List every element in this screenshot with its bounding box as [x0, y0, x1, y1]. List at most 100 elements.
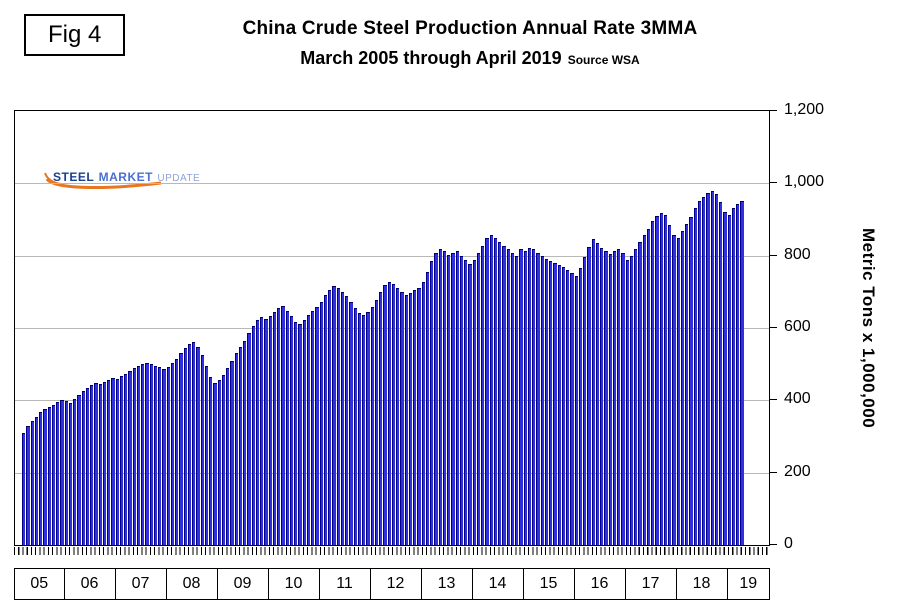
bar [404, 294, 408, 545]
year-label: 17 [641, 575, 660, 592]
year-label: 13 [437, 575, 456, 592]
bar [472, 260, 476, 545]
year-cell: 11 [320, 569, 371, 599]
y-tick-label: 1,000 [784, 173, 825, 191]
bar [663, 215, 668, 545]
bar [366, 311, 370, 545]
bar [149, 364, 153, 545]
bar [323, 295, 328, 545]
gridline [15, 183, 769, 185]
year-cell: 12 [371, 569, 422, 599]
bar [464, 260, 468, 545]
bar [158, 367, 162, 545]
bar [213, 382, 217, 545]
bar [119, 376, 124, 545]
bar [68, 403, 73, 545]
bar [566, 270, 570, 545]
bar [204, 365, 209, 545]
bar [459, 255, 464, 545]
year-cell: 05 [15, 569, 65, 599]
bar [357, 312, 362, 545]
bar [642, 234, 646, 545]
bar [353, 308, 357, 545]
bar [668, 224, 672, 545]
chart-title-block: China Crude Steel Production Annual Rate… [90, 18, 850, 69]
year-cell: 14 [473, 569, 524, 599]
logo-word-market: MARKET [98, 170, 153, 184]
bar [608, 253, 612, 545]
fig-label-box: Fig 4 [24, 14, 126, 56]
bar [30, 421, 34, 545]
year-label: 12 [386, 575, 405, 592]
bar [740, 200, 744, 545]
bar [226, 367, 230, 545]
bar [447, 254, 451, 545]
bar [600, 247, 604, 545]
bar [714, 194, 719, 545]
bar [540, 255, 544, 545]
bar [98, 384, 102, 545]
bar [489, 234, 493, 545]
bar [251, 326, 255, 545]
bar [532, 249, 536, 545]
year-label: 10 [284, 575, 303, 592]
bar [311, 310, 315, 545]
bar [527, 247, 532, 545]
bar [136, 365, 141, 545]
bar [90, 385, 94, 545]
bar [676, 238, 680, 545]
bar [451, 252, 455, 545]
y-tick-mark [770, 399, 777, 401]
bar [264, 318, 268, 545]
bar [515, 256, 519, 545]
bar [85, 387, 90, 545]
bar [421, 281, 425, 545]
bar [166, 367, 170, 545]
bar [408, 292, 413, 545]
bar [655, 215, 659, 545]
bar [455, 251, 459, 545]
bar [260, 317, 264, 545]
bar [387, 281, 391, 545]
bar [255, 320, 260, 545]
bar [362, 314, 366, 545]
year-cell: 07 [116, 569, 167, 599]
year-label: 15 [539, 575, 558, 592]
x-axis-month-ticks [14, 547, 770, 555]
bar [345, 296, 349, 545]
bar [34, 416, 39, 545]
bar [625, 260, 629, 545]
bar [102, 382, 107, 545]
bar [107, 380, 111, 545]
bar [591, 239, 595, 545]
bar [519, 249, 523, 545]
bar [570, 273, 574, 545]
bar [438, 249, 442, 545]
bar [621, 252, 625, 545]
bar [43, 409, 47, 545]
bar [417, 287, 421, 545]
chart-subtitle-line: March 2005 through April 2019 Source WSA [90, 48, 850, 69]
bar [736, 204, 740, 545]
y-tick-label: 200 [784, 462, 811, 480]
bar [179, 353, 183, 545]
bar [502, 245, 506, 545]
bar [396, 287, 400, 545]
bar [272, 311, 277, 545]
bar [672, 234, 676, 545]
source-label: Source WSA [567, 53, 640, 67]
bar [56, 402, 60, 545]
bar [442, 251, 447, 545]
bar [434, 252, 438, 545]
bar [319, 301, 323, 545]
bar [132, 367, 136, 545]
y-tick-mark [770, 544, 777, 545]
smu-logo: STEEL MARKET UPDATE [43, 159, 200, 193]
bar [617, 249, 621, 545]
bar [294, 321, 298, 545]
bar [731, 207, 736, 545]
bar [153, 365, 158, 545]
bar [285, 310, 289, 545]
bar [719, 202, 723, 545]
bar [196, 346, 200, 545]
